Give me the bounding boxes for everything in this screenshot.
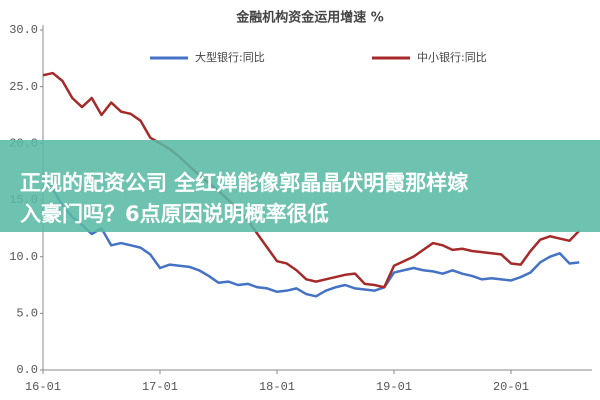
x-tick-label: 17-01 — [142, 380, 178, 394]
y-tick-label: 25.0 — [9, 80, 38, 94]
x-tick-label: 18-01 — [259, 380, 295, 394]
legend-label: 大型银行:同比 — [195, 50, 265, 64]
x-tick-label: 16-01 — [25, 380, 61, 394]
series-line — [42, 71, 581, 289]
y-tick-label: 5.0 — [16, 307, 38, 321]
banner-text: 正规的配资公司 全红婵能像郭晶晶伏明霞那样嫁 — [20, 171, 468, 195]
banner-text: 入豪门吗？6点原因说明概率很低 — [20, 202, 329, 226]
chart-title: 金融机构资金运用增速 % — [235, 10, 384, 26]
y-tick-label: 10.0 — [9, 250, 38, 264]
y-tick-label: 0.0 — [16, 363, 38, 377]
banner — [0, 140, 600, 232]
legend-label: 中小银行:同比 — [417, 50, 487, 64]
x-tick-label: 20-01 — [493, 380, 529, 394]
y-tick-label: 30.0 — [9, 23, 38, 37]
x-tick-label: 19-01 — [376, 380, 412, 394]
series-line — [42, 178, 580, 298]
